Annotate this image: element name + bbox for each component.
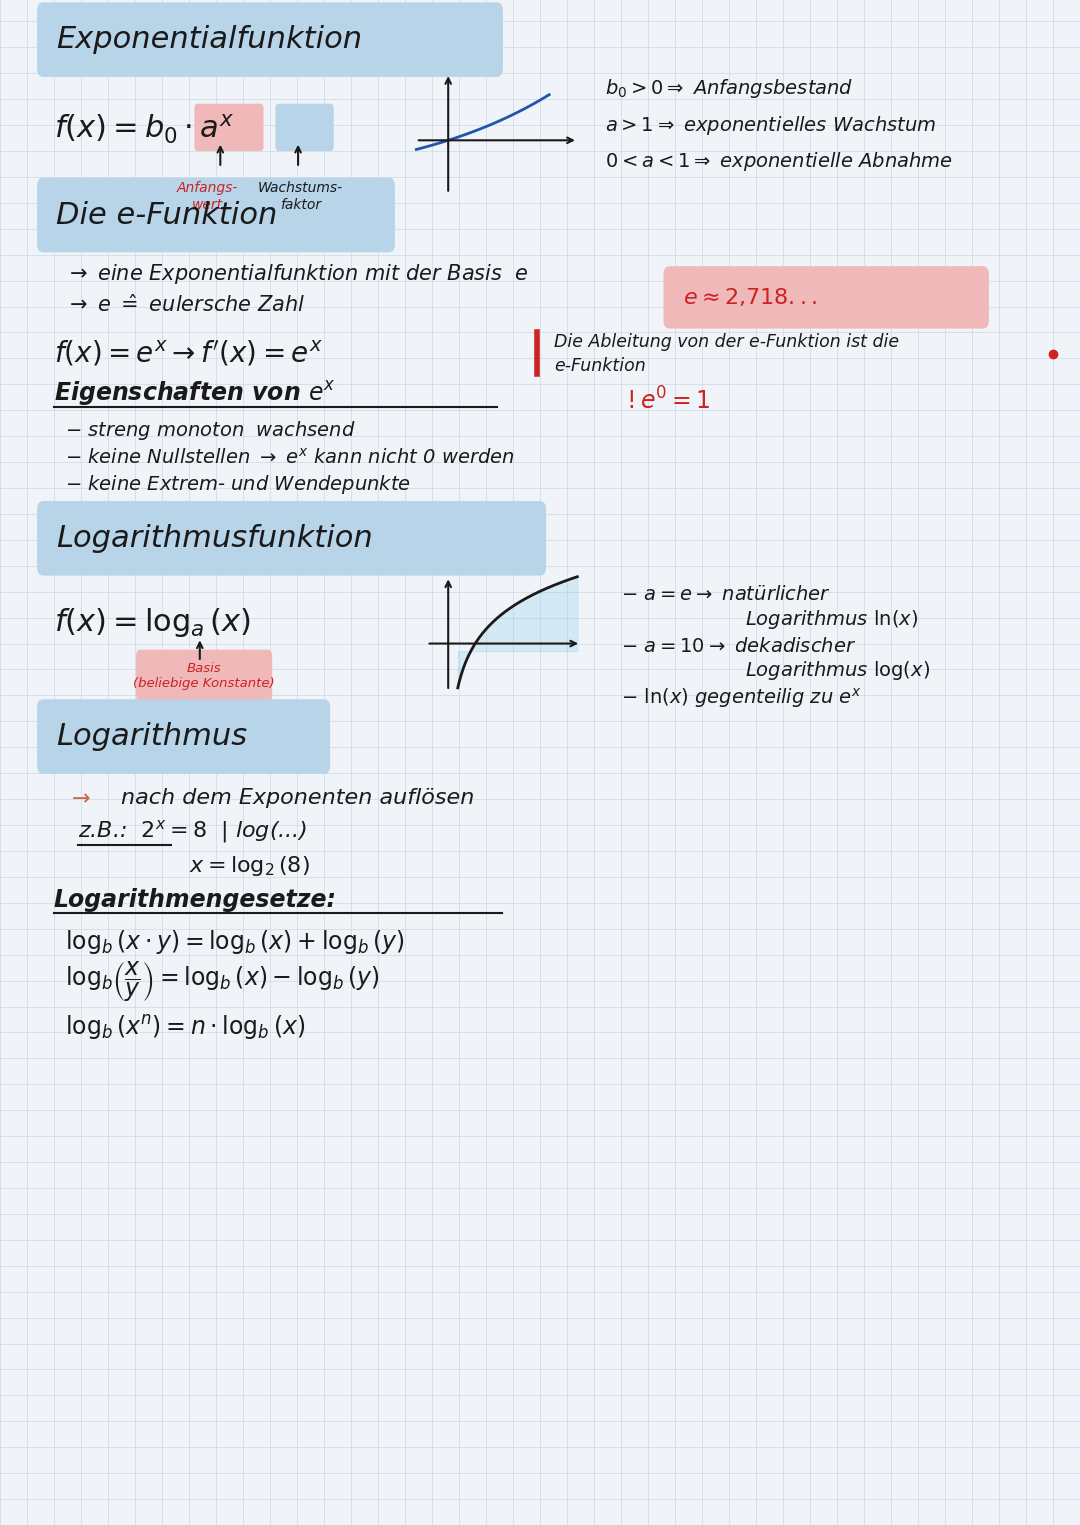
Text: $x = \log_2(8)$: $x = \log_2(8)$ — [189, 854, 310, 878]
Text: $!e^0 = 1$: $!e^0 = 1$ — [626, 387, 711, 415]
Text: $\rightarrow$ e $\hat{=}$ eulersche Zahl: $\rightarrow$ e $\hat{=}$ eulersche Zahl — [65, 294, 306, 316]
Text: $-$ streng monoton  wachsend: $-$ streng monoton wachsend — [65, 418, 355, 442]
Text: nach dem Exponenten auflösen: nach dem Exponenten auflösen — [121, 787, 474, 808]
Text: Logarithmus $\ln(x)$: Logarithmus $\ln(x)$ — [745, 607, 918, 631]
Text: $- \ a = 10 \rightarrow$ dekadischer: $- \ a = 10 \rightarrow$ dekadischer — [621, 637, 856, 656]
Text: $f(x) = \log_a(x)$: $f(x) = \log_a(x)$ — [54, 605, 251, 639]
Text: $- \ a = e \rightarrow$ natürlicher: $- \ a = e \rightarrow$ natürlicher — [621, 586, 831, 604]
Text: $b_0 > 0 \Rightarrow$ Anfangsbestand: $b_0 > 0 \Rightarrow$ Anfangsbestand — [605, 76, 853, 101]
Text: Die Ableitung von der e-Funktion ist die: Die Ableitung von der e-Funktion ist die — [554, 332, 900, 351]
Text: $\rightarrow$: $\rightarrow$ — [67, 787, 91, 808]
Text: $-$ keine Extrem- und Wendepunkte: $-$ keine Extrem- und Wendepunkte — [65, 473, 410, 497]
Text: Die e-Funktion: Die e-Funktion — [56, 200, 278, 230]
FancyBboxPatch shape — [194, 104, 264, 151]
FancyBboxPatch shape — [136, 650, 272, 702]
FancyBboxPatch shape — [664, 267, 988, 328]
Text: e-Funktion: e-Funktion — [554, 357, 646, 375]
Text: Wachstums-
faktor: Wachstums- faktor — [258, 181, 342, 212]
Text: Basis
(beliebige Konstante): Basis (beliebige Konstante) — [133, 662, 275, 689]
Text: $-$ keine Nullstellen $\rightarrow$ $e^x$ kann nicht 0 werden: $-$ keine Nullstellen $\rightarrow$ $e^x… — [65, 447, 514, 468]
Text: Anfangs-
wert: Anfangs- wert — [177, 181, 238, 212]
Text: $\log_b(x^n) = n \cdot \log_b(x)$: $\log_b(x^n) = n \cdot \log_b(x)$ — [65, 1013, 306, 1043]
Text: $f(x) = b_0 \cdot a^x$: $f(x) = b_0 \cdot a^x$ — [54, 113, 234, 146]
Text: $- \ \ln(x)$ gegenteilig zu $e^x$: $- \ \ln(x)$ gegenteilig zu $e^x$ — [621, 686, 862, 711]
FancyBboxPatch shape — [38, 700, 329, 773]
FancyBboxPatch shape — [38, 3, 502, 76]
Text: Logarithmusfunktion: Logarithmusfunktion — [56, 523, 373, 554]
Text: Logarithmus: Logarithmus — [56, 721, 247, 752]
Text: Eigenschaften von $e^x$: Eigenschaften von $e^x$ — [54, 378, 336, 409]
Text: $\rightarrow$ eine Exponentialfunktion mit der Basis  e: $\rightarrow$ eine Exponentialfunktion m… — [65, 262, 528, 287]
FancyBboxPatch shape — [275, 104, 334, 151]
Text: $\log_b\!\left(\dfrac{x}{y}\right) = \log_b(x) - \log_b(y)$: $\log_b\!\left(\dfrac{x}{y}\right) = \lo… — [65, 959, 380, 1005]
Text: Logarithmengesetze:: Logarithmengesetze: — [54, 888, 337, 912]
Text: Logarithmus $\log(x)$: Logarithmus $\log(x)$ — [745, 659, 930, 683]
FancyBboxPatch shape — [38, 178, 394, 252]
Text: $0 < a < 1 \Rightarrow$ exponentielle Abnahme: $0 < a < 1 \Rightarrow$ exponentielle Ab… — [605, 149, 953, 174]
FancyBboxPatch shape — [38, 502, 545, 575]
Text: $a > 1 \Rightarrow$ exponentielles Wachstum: $a > 1 \Rightarrow$ exponentielles Wachs… — [605, 113, 936, 137]
Text: $f(x) = e^x \rightarrow f'(x) = e^x$: $f(x) = e^x \rightarrow f'(x) = e^x$ — [54, 339, 323, 369]
Text: $e \approx 2{,}718...$: $e \approx 2{,}718...$ — [683, 287, 816, 308]
Text: Exponentialfunktion: Exponentialfunktion — [56, 24, 362, 55]
Text: z.B.:  $2^x = 8$  | log(...): z.B.: $2^x = 8$ | log(...) — [78, 817, 307, 845]
Text: $\log_b(x \cdot y) = \log_b(x) + \log_b(y)$: $\log_b(x \cdot y) = \log_b(x) + \log_b(… — [65, 929, 405, 956]
